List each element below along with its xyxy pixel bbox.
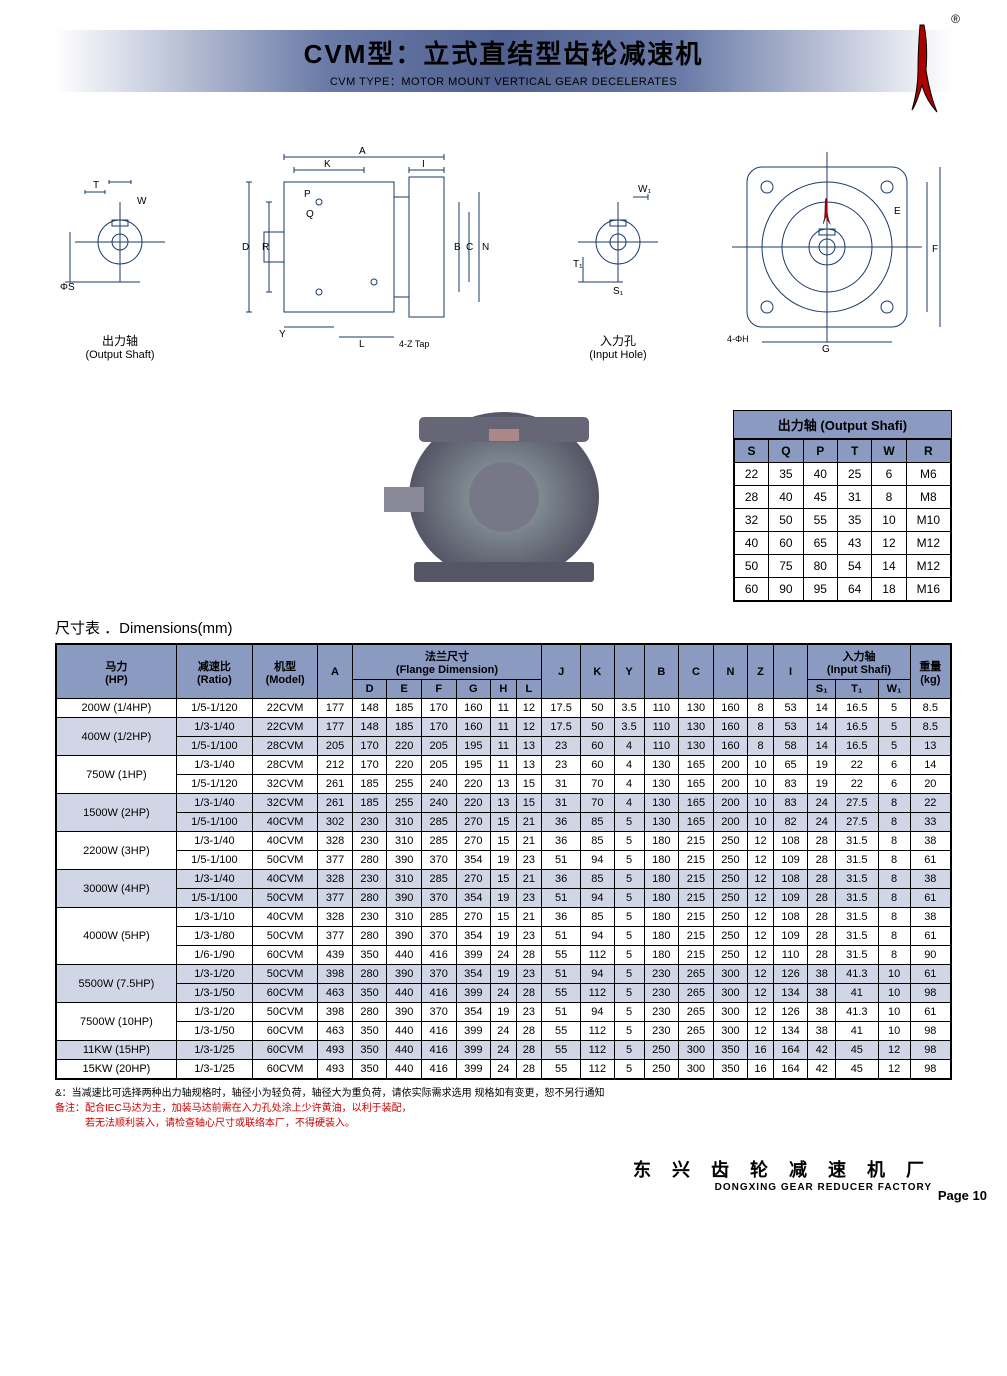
svg-text:T₁: T₁ bbox=[573, 259, 583, 270]
svg-text:P: P bbox=[304, 189, 311, 200]
footer: 东 兴 齿 轮 减 速 机 厂 DONGXING GEAR REDUCER FA… bbox=[55, 1156, 952, 1193]
dimensions-title: 尺寸表 ．Dimensions(mm) bbox=[55, 617, 952, 638]
technical-diagrams: T W ΦS 出力轴(Output Shaft) A KI PQ DR BCN … bbox=[55, 142, 952, 372]
svg-text:Q: Q bbox=[306, 209, 314, 220]
svg-text:B: B bbox=[454, 242, 461, 253]
svg-text:G: G bbox=[822, 344, 830, 352]
svg-text:K: K bbox=[324, 159, 331, 170]
svg-text:A: A bbox=[359, 146, 366, 157]
svg-text:N: N bbox=[482, 242, 489, 253]
svg-text:T: T bbox=[93, 180, 99, 191]
flange-diagram: E F G 4-ΦH bbox=[722, 142, 952, 352]
title-cn: CVM型：立式直结型齿轮减速机 bbox=[304, 34, 704, 71]
header: CVM型：立式直结型齿轮减速机 CVM TYPE：MOTOR MOUNT VER… bbox=[55, 30, 952, 92]
svg-text:I: I bbox=[422, 159, 425, 170]
svg-text:Y: Y bbox=[279, 329, 286, 340]
svg-text:D: D bbox=[242, 242, 249, 253]
svg-text:E: E bbox=[894, 206, 901, 217]
input-hole-diagram: W₁ T₁ S₁ bbox=[563, 142, 673, 322]
svg-text:ΦS: ΦS bbox=[60, 282, 75, 293]
svg-text:L: L bbox=[359, 339, 365, 350]
output-shaft-table: 出力轴 (Output Shafi) SQPTWR223540256M62840… bbox=[733, 410, 952, 602]
logo-icon: ® bbox=[892, 20, 952, 115]
output-shaft-diagram: T W ΦS bbox=[55, 142, 185, 322]
page-number: Page 10 bbox=[938, 1188, 987, 1203]
main-diagram: A K I PQ D R BCN Y L 4-Z Tap bbox=[234, 142, 514, 352]
svg-text:4-ΦH: 4-ΦH bbox=[727, 334, 749, 344]
notes: &：当减速比可选择两种出力轴规格时，轴径小为轻负荷，轴径大为重负荷，请依实际需求… bbox=[55, 1086, 952, 1131]
svg-text:R: R bbox=[262, 242, 269, 253]
svg-text:C: C bbox=[466, 242, 473, 253]
svg-text:4-Z Tap: 4-Z Tap bbox=[399, 339, 429, 349]
svg-text:W₁: W₁ bbox=[638, 184, 651, 195]
dimensions-table: 马力(HP)减速比(Ratio)机型(Model)A法兰尺寸(Flange Di… bbox=[55, 643, 952, 1080]
svg-text:W: W bbox=[137, 196, 147, 207]
product-photo bbox=[359, 387, 649, 607]
svg-text:F: F bbox=[932, 244, 938, 255]
svg-text:S₁: S₁ bbox=[613, 286, 624, 297]
title-en: CVM TYPE：MOTOR MOUNT VERTICAL GEAR DECEL… bbox=[330, 73, 677, 89]
